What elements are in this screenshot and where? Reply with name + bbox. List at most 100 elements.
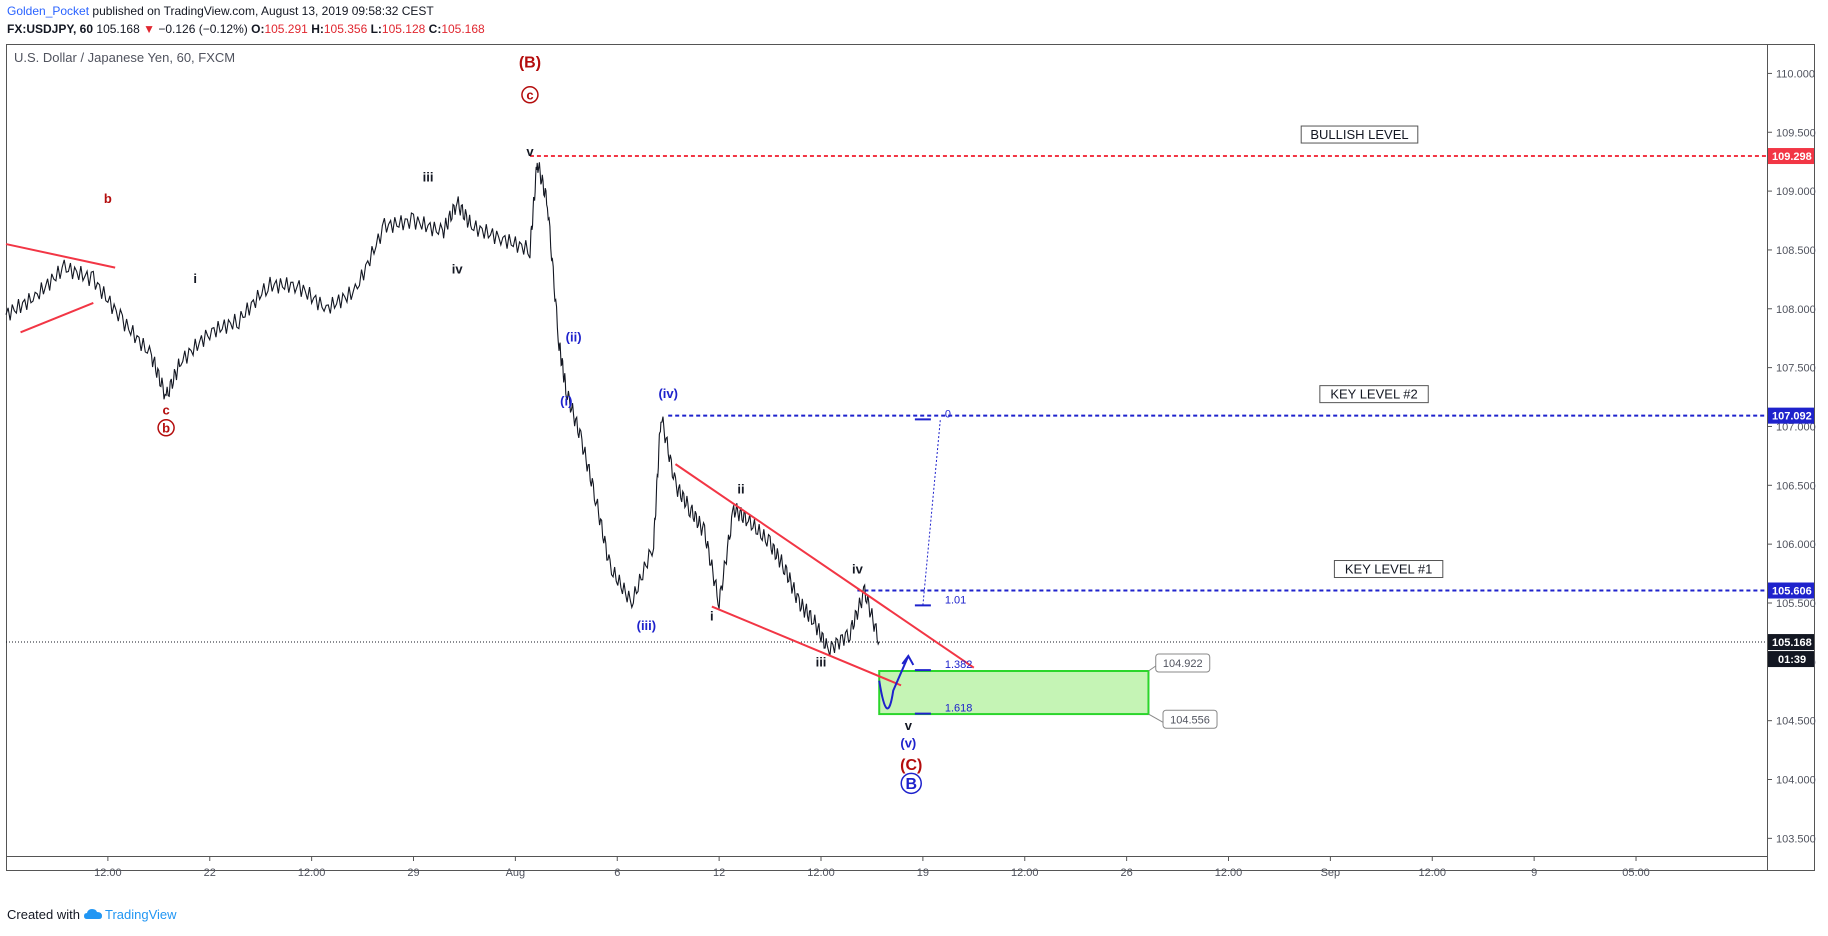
wave-label: c (162, 403, 169, 418)
wave-label: (ii) (566, 330, 582, 345)
wave-label: (i) (560, 393, 572, 408)
y-tick-label: 110.000 (1776, 68, 1815, 80)
author-link[interactable]: Golden_Pocket (7, 4, 90, 18)
level-price-tag (1768, 148, 1814, 165)
x-tick-label: 12:00 (94, 867, 122, 879)
trendline (711, 605, 902, 687)
x-tick-label: 05:00 (1622, 867, 1650, 879)
tradingview-logo[interactable]: TradingView (83, 907, 177, 922)
fib-label: 1.618 (945, 703, 973, 715)
wave-label: iv (452, 261, 464, 276)
projection-arrow (878, 655, 910, 710)
wave-label: (B) (519, 55, 541, 72)
wave-label: b (162, 420, 170, 435)
y-tick-label: 108.000 (1776, 304, 1816, 316)
countdown-tag (1768, 651, 1814, 668)
publish-line: Golden_Pocket published on TradingView.c… (7, 4, 434, 18)
target-tag-label: 104.556 (1170, 714, 1210, 726)
key-levels: BULLISH LEVEL 109.298 KEY LEVEL #2 107.092 K… (6, 125, 1814, 668)
x-tick-label: Sep (1321, 867, 1341, 879)
x-tick-label: 12:00 (1418, 867, 1446, 879)
low-label: L: (370, 22, 382, 36)
symbol-ohlc-line: FX:USDJPY, 60 105.168 ▼ −0.126 (−0.12%) … (7, 22, 485, 36)
price-chart[interactable]: U.S. Dollar / Japanese Yen, 60, FXCM 110… (0, 44, 1828, 900)
x-tick-label: 12:00 (1215, 867, 1243, 879)
last-price-label: 105.168 (1772, 637, 1812, 649)
wave-label: v (905, 718, 913, 733)
target-tag-label: 104.922 (1163, 658, 1203, 670)
fib-label: 1.382 (945, 659, 973, 671)
symbol-label: FX:USDJPY, 60 (7, 22, 94, 36)
footer: Created with TradingView (7, 907, 177, 922)
x-tick-label: 22 (204, 867, 216, 879)
level-label-box (1333, 560, 1444, 579)
open-value: 105.291 (264, 22, 308, 36)
trendline (20, 301, 94, 334)
wave-label: iii (816, 655, 827, 670)
level-price-label: 107.092 (1772, 411, 1812, 423)
price-tags: 104.922 104.556 (1148, 653, 1218, 729)
wave-label: B (905, 776, 917, 793)
wave-label: iv (852, 562, 864, 577)
created-with-label: Created with (7, 907, 80, 922)
wave-label: i (193, 271, 197, 286)
tradingview-brand: TradingView (105, 907, 177, 922)
wave-label: b (104, 191, 112, 206)
x-tick-label: Aug (506, 867, 526, 879)
last-value: 105.168 (96, 22, 140, 36)
y-tick-label: 103.500 (1776, 833, 1816, 845)
down-arrow-icon: ▼ (143, 22, 156, 36)
y-tick-label: 107.000 (1776, 421, 1816, 433)
arrow-head-icon (901, 654, 915, 666)
wave-label: iii (423, 170, 434, 185)
fib-extension: 0 1.01 1.382 1.618 (914, 408, 973, 715)
publish-info: published on TradingView.com, August 13,… (92, 4, 434, 18)
y-tick-label: 108.500 (1776, 245, 1816, 257)
target-tag-box (1155, 653, 1211, 673)
x-tick-label: 12:00 (1011, 867, 1039, 879)
y-tick-label: 105.500 (1776, 598, 1816, 610)
y-tick-label: 106.500 (1776, 480, 1816, 492)
target-zone (878, 670, 1150, 716)
chart-frame (6, 44, 1815, 871)
wave-label: v (526, 144, 534, 159)
x-tick-label: 19 (917, 867, 929, 879)
change-value: −0.126 (−0.12%) (158, 22, 248, 36)
cloud-icon (83, 909, 102, 919)
fib-label: 0 (945, 408, 951, 420)
target-zone-box (878, 670, 1150, 716)
level-price-label: 109.298 (1772, 151, 1812, 163)
chart-title: U.S. Dollar / Japanese Yen, 60, FXCM (14, 50, 235, 65)
wave-circle (521, 86, 539, 104)
trendlines (5, 243, 975, 710)
x-tick-label: 12:00 (807, 867, 835, 879)
fib-label: 1.01 (945, 594, 966, 606)
price-series (5, 162, 880, 657)
countdown-label: 01:39 (1778, 654, 1806, 666)
target-tag-leader (1148, 665, 1157, 672)
target-tag-leader (1148, 713, 1164, 723)
y-tick-label: 104.500 (1776, 716, 1816, 728)
publish-header: Golden_Pocket published on TradingView.c… (0, 0, 1828, 44)
fib-connector (922, 419, 941, 606)
level-label: KEY LEVEL #2 (1330, 387, 1417, 402)
wave-label: c (526, 87, 533, 102)
x-tick-label: 6 (614, 867, 620, 879)
price-line (5, 162, 880, 657)
wave-label: ii (737, 482, 744, 497)
trendline (5, 243, 116, 269)
x-axis: 12:00 22 12:00 29 Aug 6 12 12:00 19 12:00 26 12:00 S… (94, 856, 1650, 879)
level-label: BULLISH LEVEL (1310, 127, 1408, 142)
level-price-tag (1768, 407, 1814, 424)
open-label: O: (251, 22, 265, 36)
close-value: 105.168 (441, 22, 485, 36)
wave-label: (iii) (637, 618, 657, 633)
y-tick-label: 106.000 (1776, 539, 1816, 551)
wave-label: (v) (900, 736, 916, 751)
level-price-label: 105.606 (1772, 586, 1812, 598)
wave-circle (157, 419, 175, 437)
x-tick-label: 12:00 (298, 867, 326, 879)
x-tick-label: 9 (1531, 867, 1537, 879)
y-tick-label: 107.500 (1776, 363, 1816, 375)
